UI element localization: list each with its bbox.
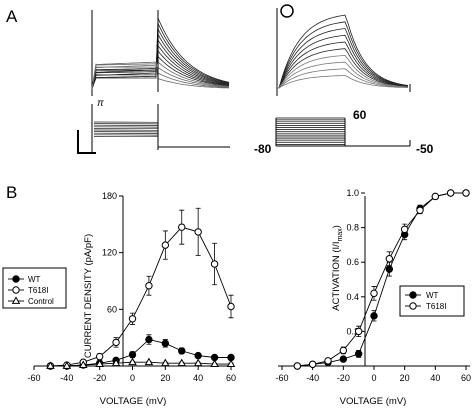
c1-point-control: [144, 357, 154, 366]
iv-y-axis-label: CURRENT DENSITY (pA/pF): [83, 234, 94, 358]
c1-point-control: [62, 361, 72, 369]
c2-x-tick-label: -20: [337, 373, 350, 383]
c1-point-wt: [128, 350, 137, 359]
c1-point-control: [111, 358, 121, 367]
c2-point-t618i: [385, 255, 394, 263]
c1-legend-label: T618I: [28, 286, 48, 295]
c1-y-tick-label: 60: [107, 304, 117, 314]
c1-point-wt: [178, 347, 186, 355]
c2-x-tick-label: 40: [430, 373, 440, 383]
c2-point-t618i: [446, 189, 455, 197]
protocol-holding-label: -80: [254, 142, 272, 156]
current-traces-t618i: [276, 8, 411, 96]
c2-y-tick-label: 0.2: [346, 326, 359, 336]
c1-point-wt: [145, 335, 153, 344]
c2-point-wt: [385, 265, 394, 273]
c1-x-tick-label: 20: [160, 373, 170, 383]
c2-x-tick-label: 60: [461, 373, 471, 383]
c1-point-t618i: [112, 338, 120, 347]
current-traces-control: [91, 104, 230, 152]
c1-x-tick-label: -60: [27, 373, 40, 383]
iv-x-axis-label: VOLTAGE (mV): [100, 396, 167, 407]
c2-point-t618i: [416, 206, 424, 215]
c1-y-tick-label: 120: [102, 248, 117, 258]
c2-point-t618i: [293, 362, 302, 370]
c1-point-t618i: [161, 241, 170, 249]
protocol-step-label: 60: [353, 108, 367, 122]
activation-y-axis-label: ACTIVATION (I/Imax): [331, 225, 344, 311]
activation-legend: [399, 285, 465, 317]
c1-x-tick-label: 0: [130, 373, 135, 383]
c1-series-line-control: [50, 361, 231, 367]
c1-point-control: [46, 361, 55, 369]
c2-point-t618i: [339, 346, 348, 355]
c1-point-t618i: [145, 282, 153, 290]
c1-point-control: [193, 358, 203, 367]
c1-point-control: [95, 359, 104, 368]
c2-y-tick-label: 0.6: [346, 257, 359, 267]
c1-legend-marker: [12, 275, 20, 283]
c1-point-t618i: [128, 315, 137, 323]
c2-point-t618i: [431, 192, 440, 201]
c1-legend-label: WT: [28, 275, 41, 284]
c2-point-t618i: [462, 189, 470, 197]
c2-y-tick-label: 0.8: [346, 223, 359, 233]
c2-series-line-t618i: [297, 192, 466, 367]
c1-point-control: [226, 359, 236, 368]
c1-point-control: [78, 360, 88, 368]
c1-point-t618i: [210, 260, 219, 268]
c2-point-t618i: [308, 360, 317, 368]
c2-point-wt: [339, 355, 348, 363]
c1-series-line-t618i: [50, 226, 232, 367]
panel-b-label: B: [6, 183, 17, 202]
c2-x-tick-label: 20: [400, 373, 410, 383]
activation-chart: -60 -40 -20 0 20 40 60 0.2 0.4 0.6 0.8 1.0 ACTIVAT…: [275, 188, 471, 407]
panel-a-label: A: [6, 7, 18, 26]
c1-point-control: [210, 359, 219, 368]
c2-legend-marker: [409, 302, 417, 310]
c2-legend-label: WT: [426, 291, 439, 300]
c1-point-control: [177, 358, 187, 367]
c2-point-t618i: [324, 357, 332, 365]
c2-y-tick-label: 0.4: [346, 292, 359, 302]
c2-point-t618i: [400, 225, 409, 234]
c1-x-tick-label: -20: [93, 373, 106, 383]
c2-x-tick-label: -60: [275, 373, 288, 383]
c1-point-wt: [194, 351, 202, 360]
c1-legend-label: Control: [28, 297, 54, 306]
c2-point-wt: [354, 350, 363, 358]
c2-point-t618i: [370, 289, 378, 298]
scale-bar: [77, 130, 96, 154]
c1-x-tick-label: -40: [60, 373, 73, 383]
c2-x-tick-label: -40: [306, 373, 319, 383]
c2-legend-label: T618I: [426, 302, 446, 311]
c1-point-t618i: [227, 302, 235, 311]
c2-y-tick-label: 1.0: [346, 188, 359, 198]
c1-legend-marker: [11, 296, 21, 304]
c2-point-wt: [370, 312, 378, 320]
c1-y-tick-label: 180: [102, 191, 117, 201]
voltage-protocol: [275, 117, 411, 147]
c2-x-tick-label: 0: [371, 373, 376, 383]
activation-x-axis-label: VOLTAGE (mV): [340, 396, 407, 407]
c1-point-t618i: [95, 352, 104, 361]
current-traces-wt: [91, 10, 230, 96]
trace-marker-open-circle: [280, 4, 294, 18]
c1-x-tick-label: 40: [193, 373, 203, 383]
c1-point-t618i: [178, 223, 186, 231]
c1-point-t618i: [194, 228, 202, 236]
c1-point-control: [128, 357, 137, 366]
protocol-tail-label: -50: [416, 142, 434, 156]
c1-x-tick-label: 60: [226, 373, 236, 383]
c1-point-control: [161, 358, 170, 367]
iv-chart: -60 -40 -20 0 20 40 60 60 120 180 CURRENT DENSIT…: [2, 191, 236, 407]
c2-legend-marker: [409, 291, 417, 299]
c2-point-t618i: [354, 327, 363, 336]
trace-marker-control: π: [97, 98, 104, 109]
c1-legend-marker: [12, 286, 20, 294]
c2-series-line-wt: [297, 192, 466, 367]
c1-point-wt: [161, 339, 170, 348]
